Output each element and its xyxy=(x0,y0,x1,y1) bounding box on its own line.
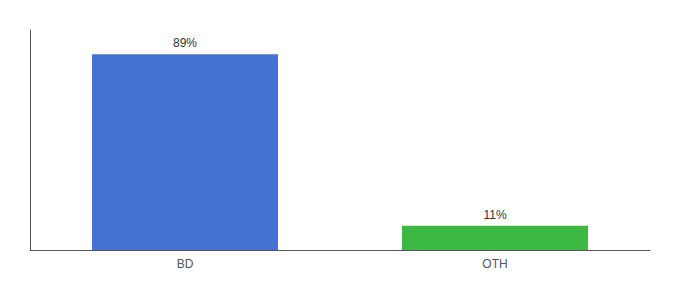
svg-text:89%: 89% xyxy=(173,36,197,50)
svg-text:BD: BD xyxy=(177,257,194,271)
svg-text:11%: 11% xyxy=(483,208,506,222)
svg-text:OTH: OTH xyxy=(482,257,507,271)
